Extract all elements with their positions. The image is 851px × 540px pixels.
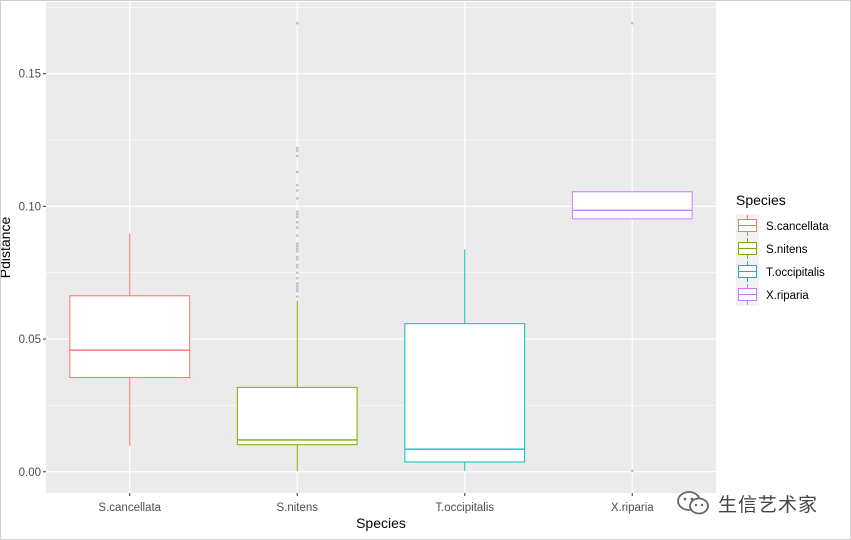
outlier-point bbox=[295, 295, 299, 298]
legend-item-T.occipitalis: T.occipitalis bbox=[736, 260, 825, 283]
outlier-point bbox=[295, 213, 299, 216]
outlier-point bbox=[295, 234, 299, 237]
outlier-point bbox=[295, 263, 299, 267]
wechat-icon bbox=[677, 491, 709, 515]
outlier-point bbox=[295, 170, 299, 174]
outlier-point bbox=[295, 258, 299, 261]
outlier-point bbox=[295, 247, 299, 251]
legend-item-S.cancellata: S.cancellata bbox=[736, 214, 829, 237]
legend-title: Species bbox=[736, 192, 786, 208]
y-tick-label: 0.00 bbox=[19, 467, 41, 479]
y-tick-label: 0.10 bbox=[19, 201, 41, 213]
watermark-text: 生信艺术家 bbox=[718, 493, 819, 516]
box-iqr bbox=[236, 386, 358, 446]
legend-item-S.nitens: S.nitens bbox=[736, 237, 808, 260]
x-tick-label: T.occipitalis bbox=[435, 502, 494, 514]
axes: 0.00 0.05 0.10 0.15 S.cancellata S.nitens T.oc… bbox=[19, 69, 655, 514]
outlier-point bbox=[295, 282, 299, 285]
panel-background bbox=[46, 2, 716, 493]
x-tick-label: X.riparia bbox=[611, 502, 654, 514]
outlier-point bbox=[295, 289, 299, 293]
outlier-point bbox=[295, 149, 299, 152]
outlier-point bbox=[295, 255, 299, 259]
x-tick-label: S.cancellata bbox=[98, 502, 161, 514]
outlier-point bbox=[295, 210, 299, 213]
outlier-point bbox=[295, 197, 299, 200]
outlier-point bbox=[295, 183, 299, 187]
box-X.riparia bbox=[571, 21, 693, 473]
outlier-point bbox=[295, 271, 299, 275]
y-tick-label: 0.15 bbox=[19, 69, 41, 81]
box-T.occipitalis bbox=[404, 249, 526, 471]
outlier-point bbox=[295, 266, 299, 269]
legend-item-X.riparia: X.riparia bbox=[736, 283, 809, 306]
outlier-point bbox=[295, 244, 299, 248]
outlier-point bbox=[295, 215, 299, 219]
outlier-point bbox=[295, 287, 299, 290]
outlier-point bbox=[295, 220, 299, 224]
x-tick-label: S.nitens bbox=[276, 502, 318, 514]
outlier-point bbox=[295, 284, 299, 288]
outlier-point bbox=[295, 242, 299, 245]
box-iqr bbox=[571, 191, 693, 220]
outlier-point bbox=[295, 146, 299, 150]
y-axis-title: Pdistance bbox=[0, 217, 13, 279]
outlier-point bbox=[630, 21, 634, 25]
legend-label: X.riparia bbox=[766, 290, 809, 302]
outlier-point bbox=[295, 226, 299, 229]
legend: Species S.cancellata S.nitens T.occipitali… bbox=[736, 192, 829, 306]
outlier-point bbox=[295, 21, 299, 25]
outlier-point bbox=[295, 276, 299, 280]
box-layer bbox=[69, 21, 693, 473]
legend-label: S.cancellata bbox=[766, 221, 829, 233]
y-tick-label: 0.05 bbox=[19, 334, 41, 346]
outlier-point bbox=[295, 154, 299, 158]
outlier-point bbox=[630, 469, 634, 473]
box-S.cancellata bbox=[69, 233, 191, 446]
box-iqr bbox=[69, 295, 191, 379]
outlier-point bbox=[295, 189, 299, 192]
watermark: 生信艺术家 bbox=[676, 489, 836, 517]
x-axis-title: Species bbox=[356, 515, 406, 531]
outlier-point bbox=[295, 250, 299, 253]
legend-label: T.occipitalis bbox=[766, 267, 825, 279]
box-iqr bbox=[404, 323, 526, 463]
legend-label: S.nitens bbox=[766, 244, 808, 256]
box-S.nitens bbox=[236, 21, 358, 471]
